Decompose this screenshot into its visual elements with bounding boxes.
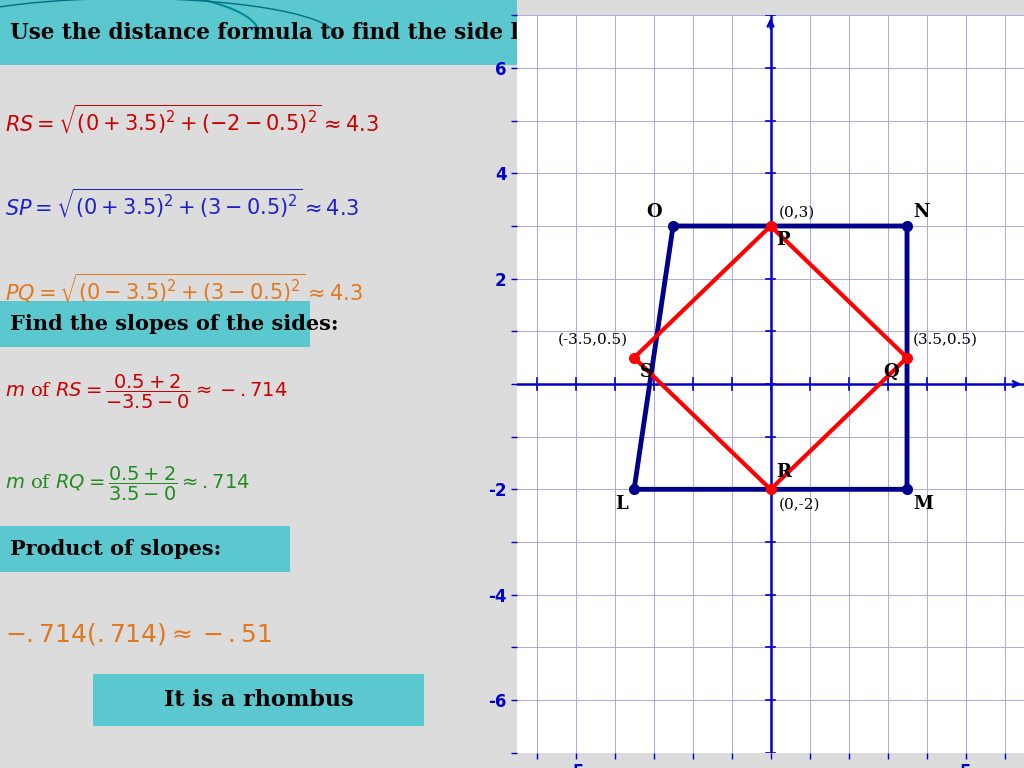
Text: Q: Q — [884, 363, 899, 381]
FancyBboxPatch shape — [0, 301, 310, 347]
Text: $\mathit{m}$ of $\mathit{RS} = \dfrac{0.5+2}{-3.5-0} \approx -.714$: $\mathit{m}$ of $\mathit{RS} = \dfrac{0.… — [5, 372, 288, 411]
Text: L: L — [615, 495, 629, 512]
Text: Use the distance formula to find the side lengths:: Use the distance formula to find the sid… — [10, 22, 608, 44]
Text: $-.714(.714) \approx -.51$: $-.714(.714) \approx -.51$ — [5, 621, 272, 647]
FancyBboxPatch shape — [93, 674, 424, 726]
Text: R: R — [776, 463, 792, 482]
Text: S: S — [640, 363, 653, 381]
Text: $\mathit{PQ} = \sqrt{(0-3.5)^2+(3-0.5)^2} \approx 4.3$: $\mathit{PQ} = \sqrt{(0-3.5)^2+(3-0.5)^2… — [5, 271, 362, 305]
Text: (0,3): (0,3) — [778, 206, 815, 220]
Text: P: P — [776, 231, 791, 250]
Text: O: O — [646, 203, 662, 220]
Text: (3.5,0.5): (3.5,0.5) — [912, 333, 978, 347]
Text: $\mathit{SP} = \sqrt{(0+3.5)^2+(3-0.5)^2} \approx 4.3$: $\mathit{SP} = \sqrt{(0+3.5)^2+(3-0.5)^2… — [5, 187, 359, 220]
Text: Find the slopes of the sides:: Find the slopes of the sides: — [10, 314, 339, 334]
Text: It is a rhombus: It is a rhombus — [164, 689, 353, 710]
Text: (0,-2): (0,-2) — [778, 497, 820, 511]
Text: N: N — [912, 203, 930, 220]
FancyBboxPatch shape — [0, 0, 517, 65]
Text: Product of slopes:: Product of slopes: — [10, 539, 221, 559]
Text: $\mathit{m}$ of $\mathit{RQ} = \dfrac{0.5+2}{3.5-0} \approx .714$: $\mathit{m}$ of $\mathit{RQ} = \dfrac{0.… — [5, 465, 250, 503]
Text: (-3.5,0.5): (-3.5,0.5) — [558, 333, 629, 347]
Text: M: M — [912, 495, 933, 512]
Text: $\mathit{RS} = \sqrt{(0+3.5)^2+(-2-0.5)^2} \approx 4.3$: $\mathit{RS} = \sqrt{(0+3.5)^2+(-2-0.5)^… — [5, 102, 379, 136]
FancyBboxPatch shape — [0, 526, 290, 572]
